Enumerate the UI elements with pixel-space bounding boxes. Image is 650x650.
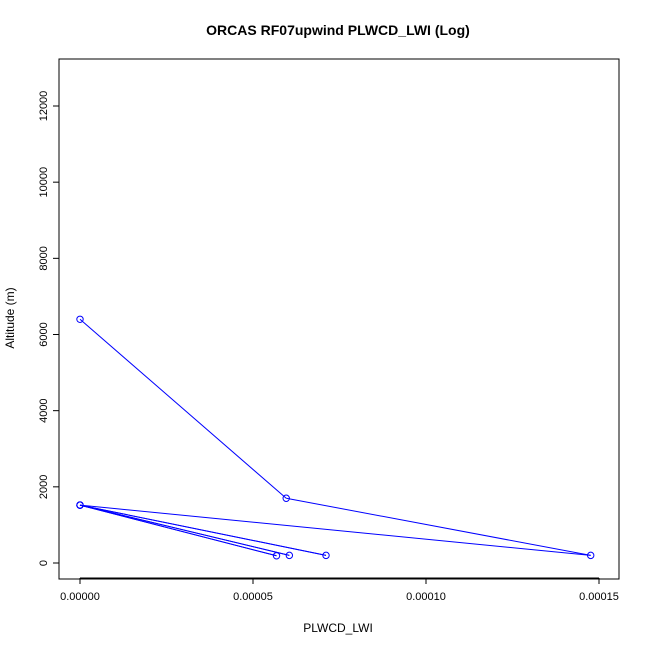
data-point bbox=[322, 551, 330, 560]
series-line-segment bbox=[79, 504, 327, 556]
y-tick-label: 0 bbox=[38, 560, 50, 566]
x-axis: 0.00000 0.00005 0.00010 0.00015 bbox=[60, 577, 619, 603]
series-line-segment bbox=[79, 504, 591, 556]
series-layer bbox=[76, 315, 595, 560]
series-line-segment bbox=[286, 497, 591, 556]
y-axis-label: Altitude (m) bbox=[3, 287, 17, 348]
x-axis-label: PLWCD_LWI bbox=[303, 621, 373, 635]
data-point bbox=[272, 552, 281, 560]
chart-title: ORCAS RF07upwind PLWCD_LWI (Log) bbox=[206, 22, 470, 38]
data-point bbox=[285, 551, 294, 560]
y-tick-label: 2000 bbox=[38, 475, 50, 499]
series-line-segment bbox=[79, 504, 277, 557]
x-tick-label: 0.00000 bbox=[60, 591, 100, 603]
y-tick-label: 10000 bbox=[38, 167, 50, 198]
series-line-segment bbox=[79, 318, 287, 499]
data-point bbox=[76, 315, 84, 323]
y-tick-label: 4000 bbox=[38, 398, 50, 422]
data-point bbox=[586, 551, 595, 560]
y-tick-label: 6000 bbox=[38, 322, 50, 346]
x-tick-label: 0.00010 bbox=[406, 591, 446, 603]
x-tick-label: 0.00005 bbox=[233, 591, 273, 603]
y-axis: 0 2000 4000 6000 8000 10000 12000 bbox=[38, 91, 60, 566]
series-line-segment bbox=[79, 504, 290, 556]
data-point bbox=[76, 501, 84, 509]
y-tick-label: 8000 bbox=[38, 246, 50, 270]
y-tick-label: 12000 bbox=[38, 91, 50, 122]
data-point bbox=[282, 494, 290, 502]
x-tick-label: 0.00015 bbox=[579, 591, 619, 603]
plot-area bbox=[58, 58, 620, 580]
